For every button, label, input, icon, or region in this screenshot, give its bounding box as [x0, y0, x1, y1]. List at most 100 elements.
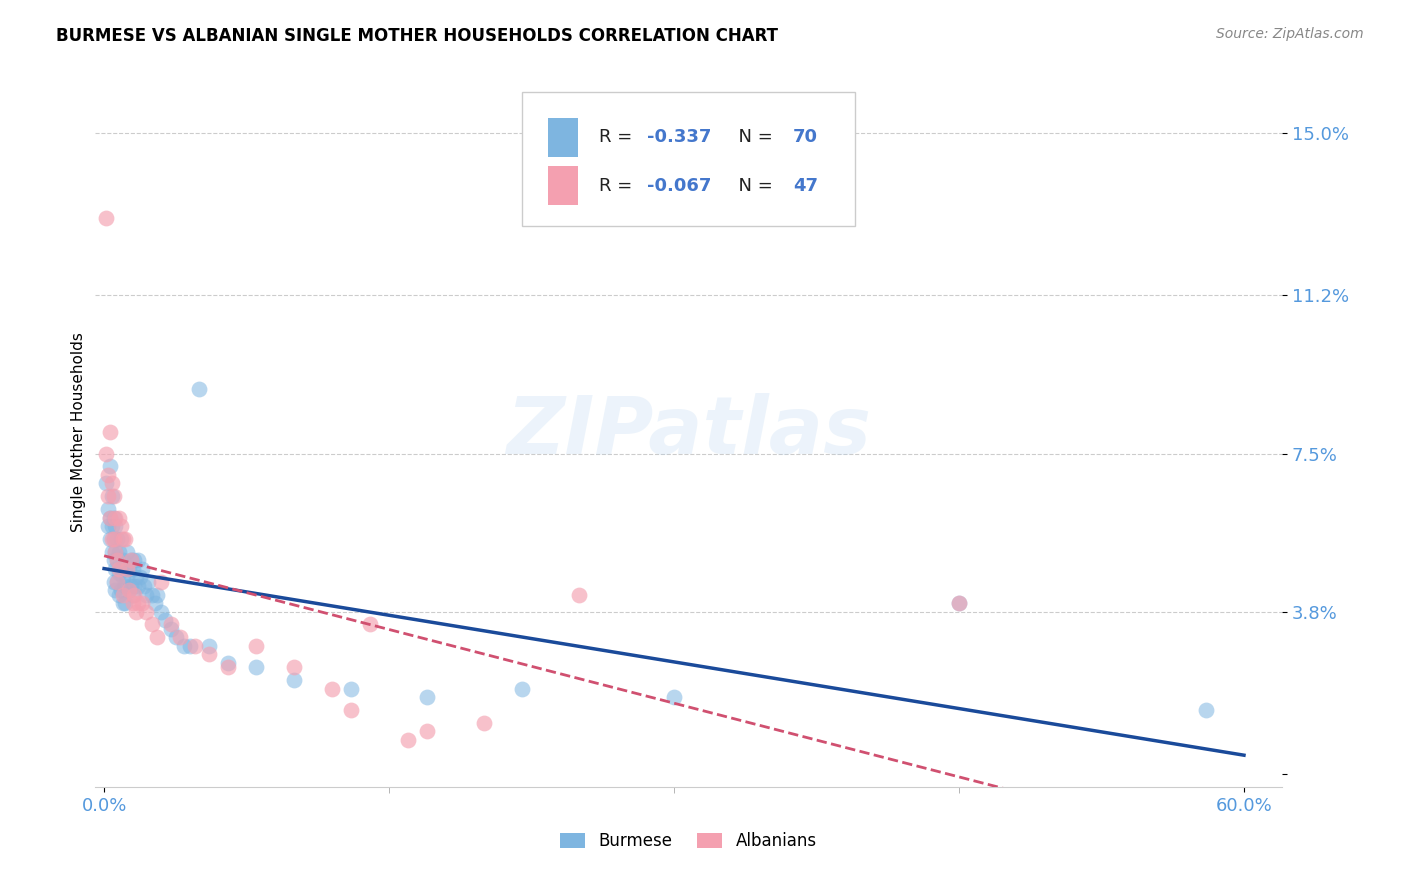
- Point: [283, 673, 305, 687]
- Point: [472, 715, 495, 730]
- Point: [97, 519, 120, 533]
- Point: [110, 532, 132, 546]
- Point: [100, 532, 122, 546]
- Point: [100, 519, 122, 533]
- Point: [118, 583, 141, 598]
- Point: [197, 639, 219, 653]
- Point: [124, 588, 146, 602]
- Point: [131, 596, 153, 610]
- Point: [98, 510, 121, 524]
- Point: [108, 562, 131, 576]
- Point: [136, 574, 159, 589]
- Point: [94, 446, 117, 460]
- Point: [568, 588, 591, 602]
- Point: [948, 596, 970, 610]
- Point: [131, 562, 153, 576]
- Point: [112, 553, 135, 567]
- Point: [98, 459, 121, 474]
- Text: -0.067: -0.067: [647, 177, 711, 194]
- Point: [173, 639, 195, 653]
- Point: [104, 562, 127, 576]
- Legend: Burmese, Albanians: Burmese, Albanians: [553, 825, 824, 856]
- Point: [120, 553, 142, 567]
- Point: [150, 574, 173, 589]
- Point: [108, 566, 131, 581]
- Point: [110, 519, 132, 533]
- Point: [124, 553, 146, 567]
- Point: [105, 532, 128, 546]
- Point: [103, 532, 125, 546]
- Point: [125, 570, 148, 584]
- Point: [146, 630, 169, 644]
- Point: [153, 613, 176, 627]
- Point: [115, 562, 138, 576]
- Text: Source: ZipAtlas.com: Source: ZipAtlas.com: [1216, 27, 1364, 41]
- Point: [340, 681, 363, 696]
- Point: [112, 588, 135, 602]
- Point: [948, 596, 970, 610]
- Text: BURMESE VS ALBANIAN SINGLE MOTHER HOUSEHOLDS CORRELATION CHART: BURMESE VS ALBANIAN SINGLE MOTHER HOUSEH…: [56, 27, 779, 45]
- Point: [141, 588, 163, 602]
- FancyBboxPatch shape: [522, 92, 855, 227]
- Point: [100, 489, 122, 503]
- Point: [169, 630, 191, 644]
- Point: [105, 553, 128, 567]
- Point: [129, 570, 152, 584]
- Point: [127, 579, 149, 593]
- Point: [118, 562, 141, 576]
- Point: [118, 583, 141, 598]
- Point: [132, 579, 155, 593]
- Point: [110, 583, 132, 598]
- Text: N =: N =: [727, 177, 779, 194]
- Point: [135, 588, 157, 602]
- Point: [197, 648, 219, 662]
- Point: [112, 570, 135, 584]
- Point: [104, 583, 127, 598]
- Point: [103, 553, 125, 567]
- FancyBboxPatch shape: [548, 118, 578, 157]
- Point: [108, 545, 131, 559]
- Point: [121, 588, 143, 602]
- Point: [120, 553, 142, 567]
- Point: [120, 579, 142, 593]
- Point: [103, 574, 125, 589]
- Point: [184, 639, 207, 653]
- Point: [108, 510, 131, 524]
- Point: [97, 502, 120, 516]
- Text: 70: 70: [793, 128, 818, 146]
- Point: [127, 553, 149, 567]
- Point: [321, 681, 343, 696]
- Point: [98, 510, 121, 524]
- Text: -0.337: -0.337: [647, 128, 711, 146]
- Point: [127, 596, 149, 610]
- Point: [97, 467, 120, 482]
- Text: N =: N =: [727, 128, 779, 146]
- Point: [217, 656, 239, 670]
- Point: [416, 724, 439, 739]
- FancyBboxPatch shape: [548, 166, 578, 205]
- Point: [359, 617, 381, 632]
- Point: [245, 660, 267, 674]
- Text: ZIPatlas: ZIPatlas: [506, 393, 870, 471]
- Point: [141, 617, 163, 632]
- Point: [94, 211, 117, 226]
- Point: [94, 476, 117, 491]
- Point: [114, 596, 136, 610]
- Point: [159, 617, 181, 632]
- Point: [110, 562, 132, 576]
- Point: [103, 532, 125, 546]
- Point: [104, 545, 127, 559]
- Point: [115, 570, 138, 584]
- Point: [283, 660, 305, 674]
- Point: [121, 562, 143, 576]
- Point: [100, 476, 122, 491]
- Point: [121, 596, 143, 610]
- Point: [159, 622, 181, 636]
- Point: [150, 605, 173, 619]
- Point: [146, 588, 169, 602]
- Point: [165, 630, 187, 644]
- Point: [114, 579, 136, 593]
- Point: [103, 510, 125, 524]
- Point: [179, 639, 201, 653]
- Point: [217, 660, 239, 674]
